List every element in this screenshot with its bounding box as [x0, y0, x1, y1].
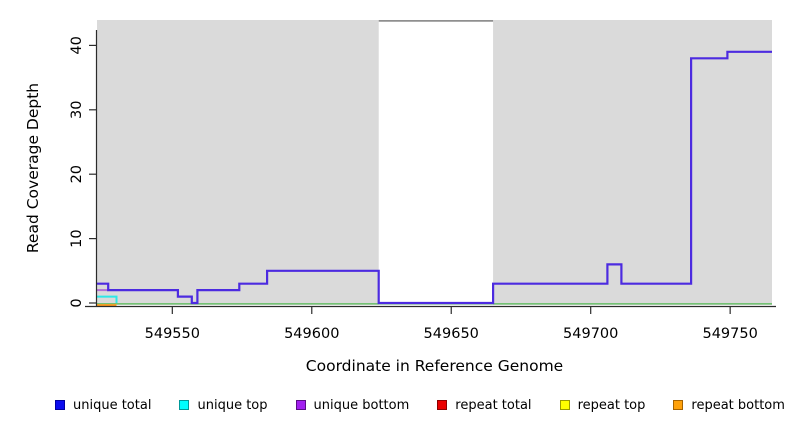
legend: unique total unique top unique bottom repea… [55, 393, 785, 417]
x-tick-label: 549650 [424, 326, 479, 342]
legend-item-unique-bottom: unique bottom [295, 397, 410, 413]
chart-canvas: 0 10 20 30 40 549550 549600 549650 549700 549750 [69, 19, 776, 342]
legend-item-repeat-total: repeat total [437, 397, 532, 413]
y-tick-label: 30 [69, 101, 85, 119]
y-axis-title: Read Coverage Depth [24, 82, 42, 254]
legend-item-repeat-top: repeat top [559, 397, 646, 413]
legend-item-repeat-bottom: repeat bottom [673, 398, 785, 413]
y-tick-label: 20 [69, 165, 85, 183]
y-tick-label: 40 [69, 36, 85, 54]
x-axis-title: Coordinate in Reference Genome [305, 357, 564, 375]
series-unique-top-line [97, 295, 118, 303]
legend-swatch-icon [295, 400, 306, 410]
legend-swatch-icon [559, 400, 570, 410]
legend-swatch-icon [437, 400, 448, 410]
legend-swatch-icon [55, 400, 65, 410]
gap-region [378, 20, 494, 305]
legend-label: unique bottom [313, 397, 410, 413]
legend-label: repeat total [455, 397, 532, 413]
x-tick-label: 549750 [702, 326, 757, 342]
legend-swatch-icon [179, 400, 190, 410]
legend-item-unique-top: unique top [179, 397, 268, 413]
legend-item-unique-total: unique total [55, 398, 151, 413]
x-tick-label: 549700 [563, 326, 618, 342]
x-tick-label: 549550 [145, 326, 200, 342]
x-tick-label: 549600 [284, 326, 339, 342]
series-unique-total-line [97, 50, 772, 305]
legend-label: repeat bottom [691, 397, 785, 413]
legend-label: unique top [197, 397, 268, 413]
legend-label: unique total [73, 397, 152, 413]
y-tick-label: 10 [69, 229, 85, 247]
y-tick-label: 0 [69, 298, 85, 307]
legend-label: repeat top [577, 397, 646, 413]
legend-swatch-icon [673, 400, 684, 410]
